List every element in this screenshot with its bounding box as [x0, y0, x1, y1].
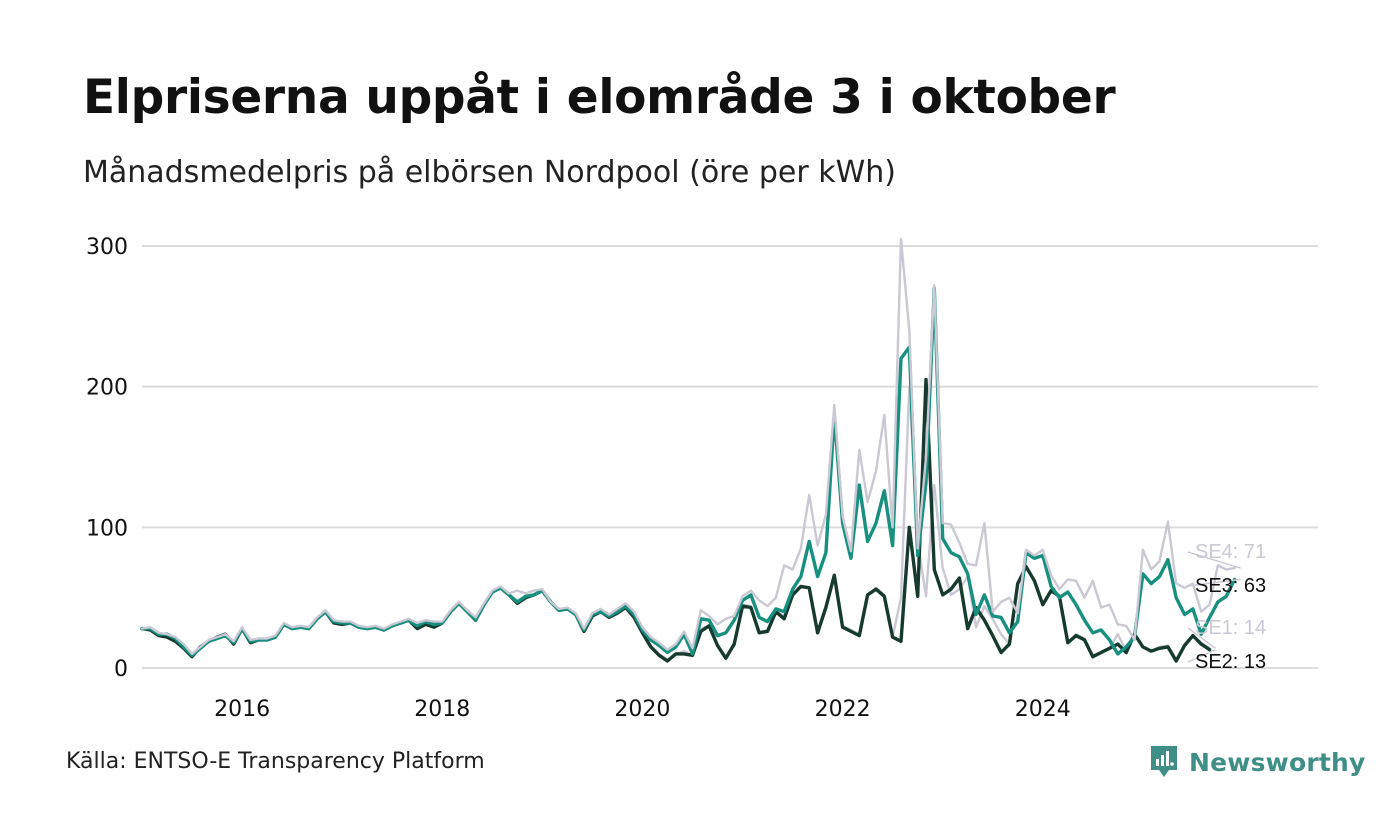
series-line-se3	[140, 286, 1237, 657]
series-label-se3: SE3: 63	[1195, 575, 1266, 597]
brand-logo[interactable]: Newsworthy	[1149, 742, 1366, 782]
y-tick-label: 200	[86, 376, 128, 401]
series-lines	[140, 237, 1237, 663]
series-end-labels: SE4: 71 SE3: 63 SE1: 14 SE2: 13	[1187, 541, 1266, 673]
x-tick-label: 2020	[614, 697, 670, 722]
x-tick-label: 2018	[414, 697, 470, 722]
series-line-se1	[140, 385, 1211, 661]
series-label-se4: SE4: 71	[1195, 541, 1266, 563]
chart-title: Elpriserna uppåt i elområde 3 i oktober	[83, 70, 1116, 125]
x-tick-label: 2022	[815, 697, 871, 722]
label-connector-se4	[1187, 551, 1241, 569]
series-label-se1: SE1: 14	[1195, 617, 1266, 639]
series-line-se2	[140, 377, 1212, 663]
y-tick-label: 300	[86, 235, 128, 260]
series-line-se4	[140, 237, 1236, 656]
label-connector-se3	[1187, 578, 1241, 587]
x-tick-label: 2024	[1015, 697, 1071, 722]
label-connector-se2	[1187, 649, 1216, 663]
source-note: Källa: ENTSO-E Transparency Platform	[66, 749, 485, 774]
series-label-se2: SE2: 13	[1195, 651, 1266, 673]
y-axis-ticks: 0 100 200 300	[86, 235, 128, 682]
y-tick-label: 0	[114, 657, 128, 682]
y-tick-label: 100	[86, 516, 128, 541]
label-connector-se1	[1187, 627, 1216, 649]
chart-subtitle: Månadsmedelpris på elbörsen Nordpool (ör…	[83, 155, 896, 190]
x-tick-label: 2016	[214, 697, 270, 722]
newsworthy-logo-icon	[1151, 746, 1177, 777]
x-axis-ticks: 2016 2018 2020 2022 2024	[214, 697, 1071, 722]
gridlines	[142, 244, 1318, 669]
brand-name: Newsworthy	[1189, 747, 1366, 777]
